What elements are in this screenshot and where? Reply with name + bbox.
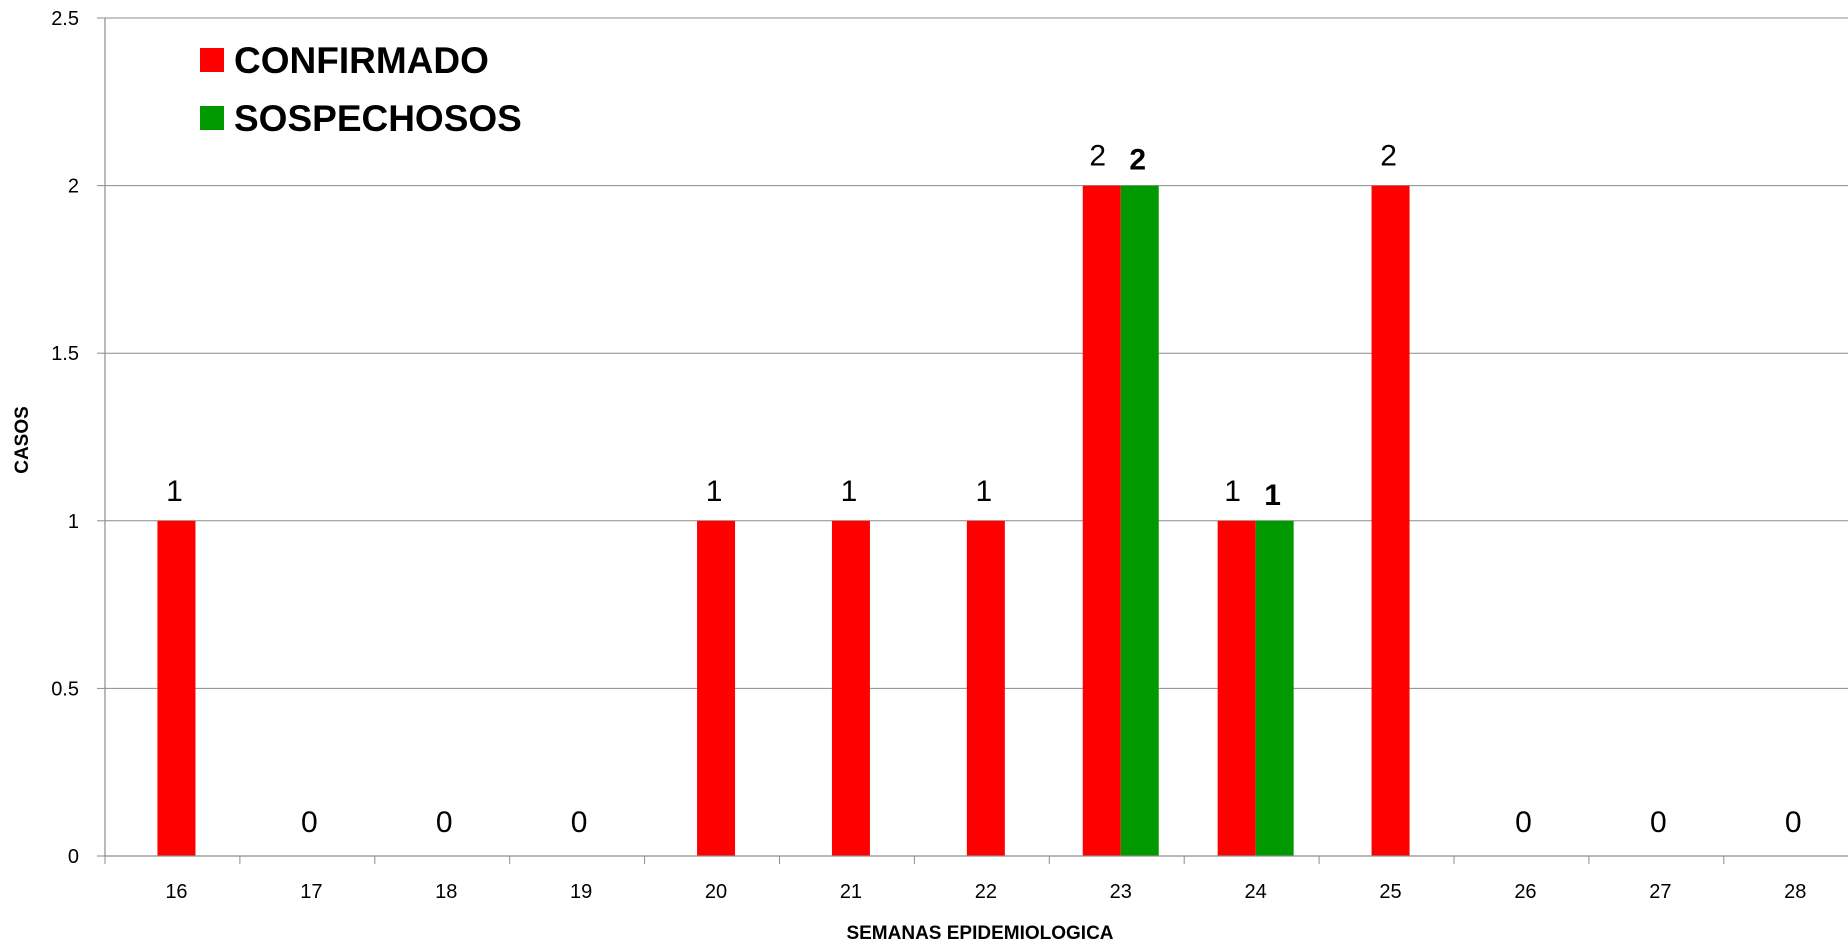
legend: CONFIRMADO SOSPECHOSOS: [200, 40, 522, 139]
axes: 00.511.522.516 17 18 19 20 21 22 23 24 25 26 27 28: [51, 8, 1848, 903]
data-labels: 10 0 01 1 12 21 120 0 0: [166, 140, 1801, 839]
data-label-confirmado: 2: [1089, 140, 1106, 173]
legend-swatch: [200, 48, 224, 72]
x-axis-title: SEMANAS EPIDEMIOLOGICA: [846, 923, 1113, 943]
y-tick-label: 2: [68, 176, 79, 198]
bar-sospechosos: [1120, 185, 1159, 857]
bars: [157, 185, 1410, 857]
y-axis-title: CASOS: [12, 406, 33, 474]
bar-confirmado: [966, 520, 1005, 856]
y-tick-label: 0: [68, 846, 79, 868]
x-tick-label: 22: [975, 881, 997, 903]
x-tick-label: 17: [300, 881, 322, 903]
bar-sospechosos: [1255, 520, 1294, 856]
bar-confirmado: [1371, 185, 1410, 857]
x-tick-label: 27: [1649, 881, 1671, 903]
legend-swatch: [200, 106, 224, 130]
legend-label: CONFIRMADO: [234, 40, 489, 81]
x-tick-label: 28: [1784, 881, 1806, 903]
y-tick-label: 0.5: [51, 678, 79, 700]
data-label-confirmado: 1: [166, 475, 183, 508]
x-tick-label: 19: [570, 881, 592, 903]
data-label-confirmado: 0: [1650, 806, 1667, 839]
data-label-confirmado: 1: [841, 475, 858, 508]
x-tick-label: 21: [840, 881, 862, 903]
x-tick-label: 18: [435, 881, 457, 903]
data-label-confirmado: 0: [571, 806, 588, 839]
x-tick-label: 23: [1110, 881, 1132, 903]
x-tick-label: 20: [705, 881, 727, 903]
bar-confirmado: [1082, 185, 1121, 857]
data-label-sospechosos: 1: [1264, 479, 1281, 512]
bar-confirmado: [831, 520, 870, 856]
bar-confirmado: [1217, 520, 1256, 856]
x-tick-label: 25: [1379, 881, 1401, 903]
gridlines: [105, 17, 1848, 689]
x-tick-label: 16: [165, 881, 187, 903]
x-tick-label: 26: [1514, 881, 1536, 903]
y-tick-label: 2.5: [51, 8, 79, 30]
data-label-confirmado: 1: [976, 475, 993, 508]
legend-label: SOSPECHOSOS: [234, 98, 522, 139]
data-label-confirmado: 1: [706, 475, 723, 508]
y-tick-label: 1: [68, 511, 79, 533]
data-label-confirmado: 0: [301, 806, 318, 839]
bar-confirmado: [697, 520, 736, 856]
y-tick-label: 1.5: [51, 343, 79, 365]
x-tick-label: 24: [1245, 881, 1267, 903]
bar-confirmado: [157, 520, 196, 856]
data-label-confirmado: 0: [1515, 806, 1532, 839]
data-label-confirmado: 1: [1224, 475, 1241, 508]
data-label-sospechosos: 2: [1129, 144, 1146, 177]
data-label-confirmado: 0: [436, 806, 453, 839]
data-label-confirmado: 0: [1785, 806, 1802, 839]
data-label-confirmado: 2: [1380, 140, 1397, 173]
